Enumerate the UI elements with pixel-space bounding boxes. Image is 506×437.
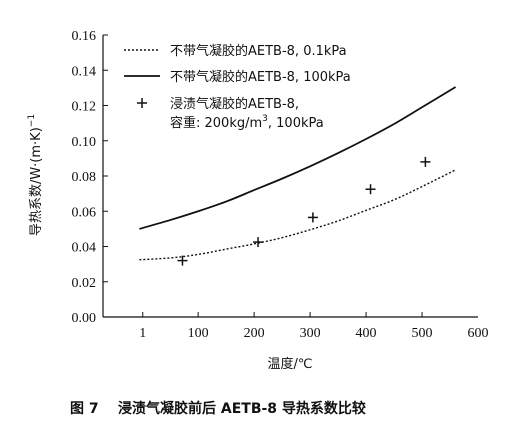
figure-caption-number: 图 7 — [70, 401, 99, 417]
legend-1-label: 不带气凝胶的AETB-8, 0.1kPa — [170, 43, 347, 59]
y-ticks: 0.00 0.02 0.04 0.06 0.08 0.10 0.12 0.14 0.16 — [72, 29, 108, 326]
y-axis-label: 导热系数/W·(m·K)−1 — [27, 114, 44, 236]
x-axis-label: 温度/℃ — [268, 356, 313, 372]
legend-3-label-line2: 容重: 200kg/m3, 100kPa — [170, 114, 324, 131]
series-3-point-marker — [365, 184, 376, 195]
y-tick-label: 0.16 — [72, 29, 97, 44]
legend-3-swatch — [137, 98, 147, 108]
figure-caption-text: 浸渍气凝胶前后 AETB-8 导热系数比较 — [118, 400, 366, 417]
series-1-line — [139, 169, 456, 261]
x-tick-label: 300 — [300, 326, 321, 341]
y-tick-label: 0.06 — [72, 205, 97, 220]
legend-3-label-sup: 3 — [262, 114, 268, 124]
y-tick-label: 0.04 — [72, 241, 97, 256]
series-3-point-marker — [253, 237, 264, 248]
series-layer — [139, 86, 457, 266]
series-3-point-marker — [177, 255, 188, 266]
legend: 不带气凝胶的AETB-8, 0.1kPa 不带气凝胶的AETB-8, 100kPa… — [124, 43, 351, 131]
legend-2-label: 不带气凝胶的AETB-8, 100kPa — [170, 69, 351, 85]
legend-3-label-line1: 浸渍气凝胶的AETB-8, — [170, 96, 299, 112]
y-tick-label: 0.12 — [72, 100, 97, 115]
series-3-point-marker — [420, 156, 431, 167]
y-tick-label: 0.10 — [72, 135, 97, 150]
series-3-point-marker — [307, 212, 318, 223]
x-tick-label: 400 — [356, 326, 377, 341]
y-tick-label: 0.08 — [72, 170, 97, 185]
legend-3-label-suffix: , 100kPa — [268, 116, 324, 131]
y-tick-label: 0.02 — [72, 276, 97, 291]
x-ticks: 1 100 200 300 400 500 600 — [139, 312, 489, 341]
x-tick-label: 200 — [244, 326, 265, 341]
x-tick-label: 100 — [188, 326, 209, 341]
x-tick-label: 1 — [139, 326, 146, 341]
legend-3-label-prefix: 容重: 200kg/m — [170, 115, 262, 131]
x-tick-label: 600 — [468, 326, 489, 341]
y-tick-label: 0.14 — [72, 64, 97, 79]
y-tick-label: 0.00 — [72, 311, 97, 326]
x-tick-label: 500 — [412, 326, 433, 341]
series-2-line — [139, 86, 457, 230]
